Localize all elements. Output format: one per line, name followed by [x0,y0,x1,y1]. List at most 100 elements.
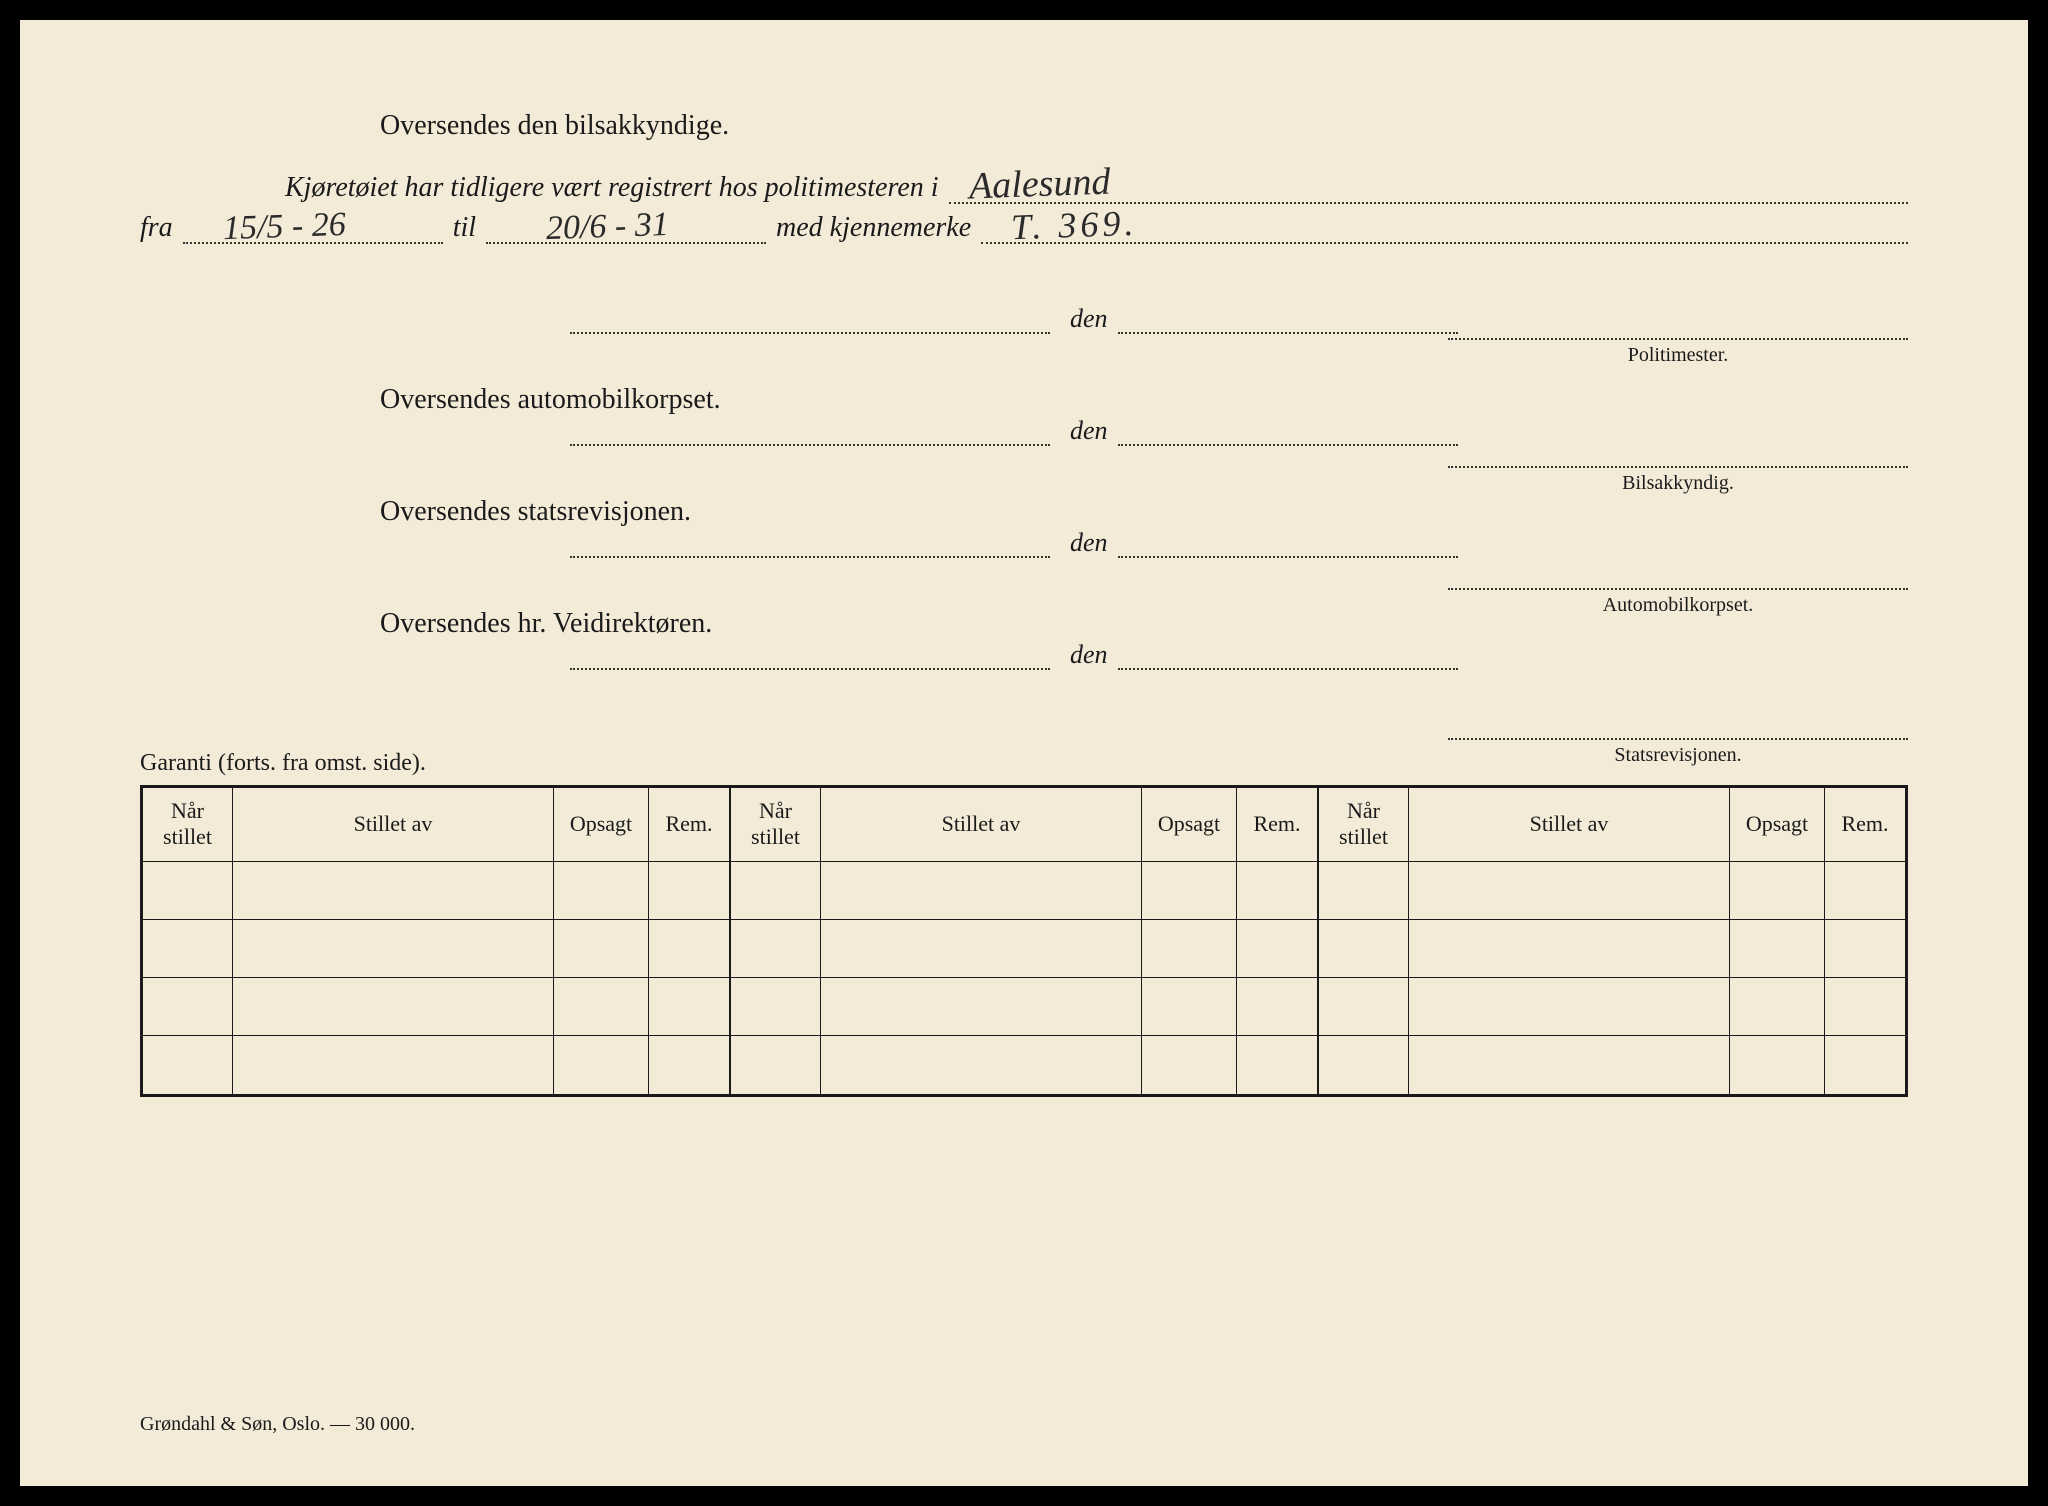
table-header-cell: Rem. [649,788,729,861]
den-label: den [1070,416,1108,446]
table-header-cell: Når stillet [143,788,233,861]
signature-line [1448,448,1908,468]
table-cell [1319,920,1409,977]
til-value: 20/6 - 31 [545,206,669,248]
signature-line [1448,570,1908,590]
politimester-value: Aalesund [968,160,1111,209]
table-header-row: Når stilletStillet avOpsagtRem. [143,788,729,862]
table-row [143,1036,729,1094]
table-header-cell: Rem. [1237,788,1317,861]
garanti-table: Når stilletStillet avOpsagtRem.Når still… [140,785,1908,1097]
signature-block-statsrevisjonen: Statsrevisjonen. [1448,720,1908,767]
table-cell [143,920,233,977]
section-label-3: Oversendes hr. Veidirektøren. [380,608,960,640]
table-cell [143,978,233,1035]
signature-line [1448,320,1908,340]
table-row [1319,862,1905,920]
table-cell [1319,1036,1409,1094]
table-cell [821,862,1142,919]
table-header-row: Når stilletStillet avOpsagtRem. [731,788,1317,862]
kjennemerke-value: T. 369. [1010,202,1138,248]
table-header-cell: Opsagt [1142,788,1237,861]
fra-label: fra [140,212,173,244]
table-header-cell: Rem. [1825,788,1905,861]
table-cell [554,978,649,1035]
table-header-cell: Stillet av [821,788,1142,861]
kjennemerke-field: T. 369. [981,212,1908,244]
table-cell [1237,978,1317,1035]
den-row-1: den [570,416,1908,446]
table-cell [731,862,821,919]
table-cell [143,862,233,919]
document-page: Oversendes den bilsakkyndige. Kjøretøiet… [20,20,2028,1486]
table-block: Når stilletStillet avOpsagtRem. [1319,788,1905,1094]
table-cell [1409,920,1730,977]
table-cell [649,978,729,1035]
signature-block-bilsakkyndig: Bilsakkyndig. [1448,448,1908,495]
table-cell [1142,1036,1237,1094]
place-field [570,306,1050,334]
date-field [1118,418,1458,446]
table-cell [233,1036,554,1094]
heading-line1: Oversendes den bilsakkyndige. [380,110,1908,142]
date-field [1118,530,1458,558]
table-block: Når stilletStillet avOpsagtRem. [143,788,731,1094]
table-cell [1142,862,1237,919]
table-cell [233,920,554,977]
table-row [143,978,729,1036]
table-cell [731,978,821,1035]
den-label: den [1070,528,1108,558]
table-cell [554,862,649,919]
section-label-1: Oversendes automobilkorpset. [380,384,960,416]
table-row [1319,978,1905,1036]
signature-label: Bilsakkyndig. [1448,472,1908,495]
table-header-cell: Opsagt [1730,788,1825,861]
place-field [570,418,1050,446]
table-cell [1825,920,1905,977]
table-cell [1142,920,1237,977]
table-cell [1237,920,1317,977]
table-cell [1409,978,1730,1035]
table-cell [1730,978,1825,1035]
fra-value: 15/5 - 26 [222,206,346,248]
signature-block-politimester: Politimester. [1448,320,1908,367]
section-label-2: Oversendes statsrevisjonen. [380,496,960,528]
table-row [731,1036,1317,1094]
table-cell [649,920,729,977]
table-header-cell: Stillet av [233,788,554,861]
printer-footer: Grøndahl & Søn, Oslo. — 30 000. [140,1413,415,1436]
table-cell [1319,978,1409,1035]
table-header-row: Når stilletStillet avOpsagtRem. [1319,788,1905,862]
table-row [143,862,729,920]
table-cell [1409,1036,1730,1094]
den-row-2: den [570,528,1908,558]
signature-line [1448,720,1908,740]
signature-label: Automobilkorpset. [1448,594,1908,617]
table-cell [1825,978,1905,1035]
table-cell [233,862,554,919]
table-header-cell: Stillet av [1409,788,1730,861]
table-cell [731,920,821,977]
table-row [1319,920,1905,978]
date-field [1118,642,1458,670]
signature-block-automobilkorpset: Automobilkorpset. [1448,570,1908,617]
fra-field: 15/5 - 26 [183,212,443,244]
signature-label: Statsrevisjonen. [1448,744,1908,767]
table-cell [1825,1036,1905,1094]
table-row [1319,1036,1905,1094]
table-cell [731,1036,821,1094]
table-row [731,862,1317,920]
table-cell [1142,978,1237,1035]
place-field [570,530,1050,558]
den-label: den [1070,640,1108,670]
table-block: Når stilletStillet avOpsagtRem. [731,788,1319,1094]
den-row-3: den [570,640,1908,670]
date-range-line: fra 15/5 - 26 til 20/6 - 31 med kjenneme… [140,212,1908,244]
politimester-field: Aalesund [949,172,1908,204]
table-cell [1825,862,1905,919]
table-header-cell: Når stillet [1319,788,1409,861]
til-field: 20/6 - 31 [486,212,766,244]
table-cell [1730,920,1825,977]
table-cell [143,1036,233,1094]
table-row [143,920,729,978]
